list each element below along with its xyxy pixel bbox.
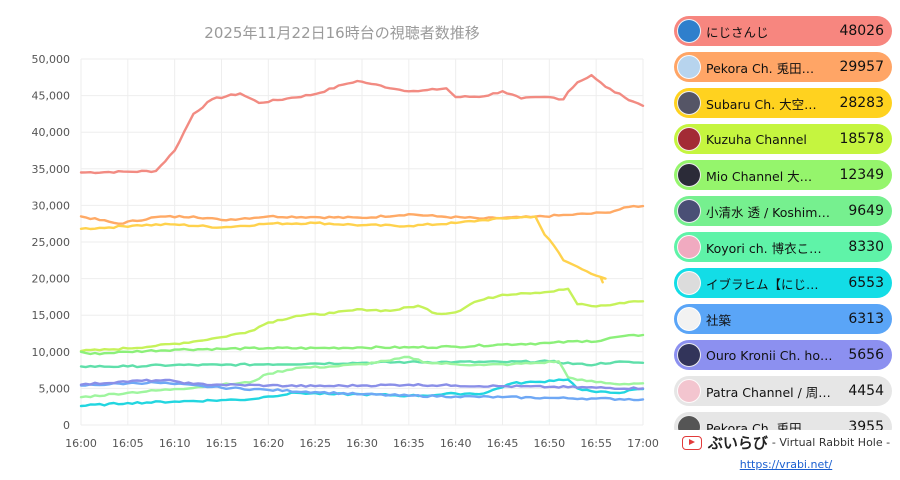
ranking-channel-name: イブラヒム【にじ…	[706, 276, 819, 292]
ranking-item[interactable]: 小清水 透 / Koshim… 9649	[674, 196, 892, 226]
ranking-item[interactable]: Pekora Ch. 兎田… 3955	[674, 412, 892, 430]
ranking-channel-name: にじさんじ	[706, 24, 769, 40]
grid	[80, 58, 644, 426]
x-tick-label: 16:10	[159, 437, 191, 450]
ranking-item[interactable]: Kuzuha Channel 18578	[674, 124, 892, 154]
koshimizu-avatar-icon	[677, 199, 701, 223]
ranking-viewer-count: 48026	[839, 23, 884, 39]
x-tick-label: 16:20	[252, 437, 284, 450]
series-line-5	[79, 333, 645, 356]
ranking-item[interactable]: イブラヒム【にじ… 6553	[674, 268, 892, 298]
y-tick-label: 15,000	[32, 309, 71, 322]
brand-subtitle: - Virtual Rabbit Hole -	[771, 436, 891, 449]
pekora-avatar-icon	[677, 55, 701, 79]
x-tick-label: 16:40	[440, 437, 472, 450]
extra-avatar-icon	[677, 415, 701, 430]
y-tick-label: 30,000	[32, 199, 71, 212]
series-line-2	[79, 204, 645, 225]
ranking-channel-name: Patra Channel / 周…	[706, 384, 831, 400]
series-line-1	[79, 73, 645, 175]
ranking-channel-name: Kuzuha Channel	[706, 131, 807, 147]
ranking-channel-name: Ouro Kronii Ch. ho…	[706, 347, 833, 363]
ranking-viewer-count: 6553	[848, 275, 884, 291]
nijisanji-logo-icon	[677, 19, 701, 43]
x-axis-ticks: 16:00 16:05 16:10 16:15 16:20 16:25 16:30 16:35…	[65, 437, 659, 450]
ranking-item[interactable]: Mio Channel 大… 12349	[674, 160, 892, 190]
koyori-avatar-icon	[677, 235, 701, 259]
ranking-viewer-count: 28283	[839, 95, 884, 111]
chart-title: 2025年11月22日16時台の視聴者数推移	[204, 24, 479, 42]
ranking-channel-name: Mio Channel 大…	[706, 168, 813, 184]
series-line-9	[79, 380, 645, 402]
site-link[interactable]: https://vrabi.net/	[739, 458, 833, 471]
y-tick-label: 45,000	[32, 90, 71, 103]
x-tick-label: 16:35	[393, 437, 425, 450]
x-tick-label: 16:50	[533, 437, 565, 450]
ranking-item[interactable]: 社築 6313	[674, 304, 892, 334]
x-tick-label: 17:00	[627, 437, 659, 450]
ranking-viewer-count: 9649	[848, 203, 884, 219]
ranking-viewer-count: 18578	[839, 131, 884, 147]
y-tick-label: 0	[63, 419, 70, 432]
x-tick-label: 16:30	[346, 437, 378, 450]
mio-avatar-icon	[677, 163, 701, 187]
youtube-play-icon	[681, 435, 702, 450]
patra-avatar-icon	[677, 379, 701, 403]
series-lines	[79, 73, 645, 408]
y-tick-label: 20,000	[32, 273, 71, 286]
ranking-channel-name: 小清水 透 / Koshim…	[706, 204, 830, 220]
y-tick-label: 35,000	[32, 163, 71, 176]
ranking-item[interactable]: Ouro Kronii Ch. ho… 5656	[674, 340, 892, 370]
ranking-viewer-count: 8330	[848, 239, 884, 255]
brand-name: ぶいらび	[707, 434, 768, 452]
ranking-channel-name: Pekora Ch. 兎田…	[706, 420, 815, 431]
viewer-count-chart: 2025年11月22日16時台の視聴者数推移 0 5,000 10,000 15,00…	[32, 24, 659, 450]
ranking-viewer-count: 12349	[839, 167, 884, 183]
ranking-viewer-count: 29957	[839, 59, 884, 75]
ranking-item[interactable]: にじさんじ 48026	[674, 16, 892, 46]
y-tick-label: 50,000	[32, 53, 71, 66]
ranking-viewer-count: 3955	[848, 419, 884, 430]
ranking-viewer-count: 6313	[848, 311, 884, 327]
viewer-ranking-list: にじさんじ 48026 Pekora Ch. 兎田… 29957 Subaru Ch. …	[668, 16, 898, 430]
kuzuha-avatar-icon	[677, 127, 701, 151]
x-tick-label: 16:00	[65, 437, 97, 450]
series-line-3	[79, 215, 607, 284]
y-tick-label: 40,000	[32, 126, 71, 139]
ranking-item[interactable]: Pekora Ch. 兎田… 29957	[674, 52, 892, 82]
ranking-channel-name: Subaru Ch. 大空…	[706, 96, 817, 112]
ranking-channel-name: Koyori ch. 博衣こ…	[706, 240, 822, 256]
ranking-item[interactable]: Patra Channel / 周… 4454	[674, 376, 892, 406]
subaru-avatar-icon	[677, 91, 701, 115]
yashiro-avatar-icon	[677, 307, 701, 331]
brand-row: ぶいらび - Virtual Rabbit Hole -	[676, 432, 896, 453]
ibrahim-avatar-icon	[677, 271, 701, 295]
ranking-item[interactable]: Subaru Ch. 大空… 28283	[674, 88, 892, 118]
x-tick-label: 16:45	[487, 437, 519, 450]
series-line-7	[79, 355, 645, 399]
y-tick-label: 25,000	[32, 236, 71, 249]
ranking-item[interactable]: Koyori ch. 博衣こ… 8330	[674, 232, 892, 262]
x-tick-label: 16:25	[299, 437, 331, 450]
ranking-viewer-count: 4454	[848, 383, 884, 399]
ranking-channel-name: 社築	[706, 312, 732, 328]
y-tick-label: 10,000	[32, 346, 71, 359]
kronii-avatar-icon	[677, 343, 701, 367]
footer: ぶいらび - Virtual Rabbit Hole - https://vra…	[676, 432, 896, 472]
y-axis-ticks: 0 5,000 10,000 15,000 20,000 25,000 30,000 35,0…	[32, 53, 71, 432]
x-tick-label: 16:05	[112, 437, 144, 450]
x-tick-label: 16:55	[580, 437, 612, 450]
ranking-viewer-count: 5656	[848, 347, 884, 363]
ranking-channel-name: Pekora Ch. 兎田…	[706, 60, 815, 76]
y-tick-label: 5,000	[39, 382, 71, 395]
series-line-4	[79, 287, 645, 353]
series-line-10	[79, 378, 645, 391]
x-tick-label: 16:15	[206, 437, 238, 450]
